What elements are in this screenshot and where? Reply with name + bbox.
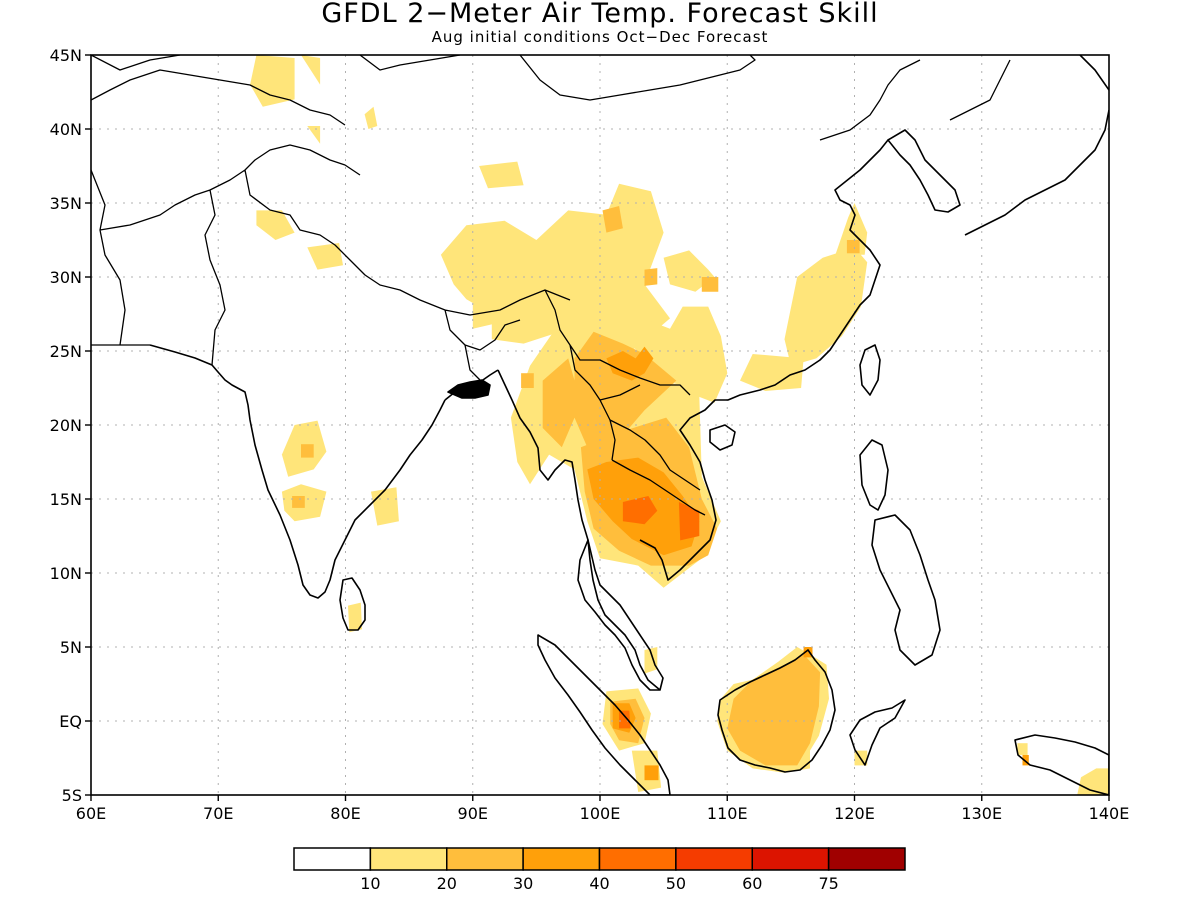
sri-lanka-coastline: [339, 577, 366, 631]
skill-region-32: [521, 373, 534, 388]
y-tick-label: 35N: [50, 194, 82, 213]
japan-coastline: [964, 55, 1109, 236]
colorbar-swatch: [369, 847, 448, 871]
new-guinea-coastline: [1014, 734, 1109, 795]
skill-region-10: [631, 306, 728, 403]
colorbar: 10 20 30 40 50 60 75: [293, 847, 906, 893]
colorbar-label: 50: [666, 874, 686, 893]
indochina-coastline: [639, 139, 889, 581]
colorbar-label: 20: [437, 874, 457, 893]
colorbar-swatch: [675, 847, 753, 871]
x-tick-label: 140E: [1089, 804, 1130, 823]
x-tick-label: 100E: [580, 804, 621, 823]
skill-region-2: [364, 106, 378, 129]
skill-region-31: [846, 240, 860, 254]
gridlines: [91, 55, 1109, 795]
skill-region-33: [542, 358, 581, 448]
map-subtitle: Aug initial conditions Oct−Dec Forecast: [431, 28, 769, 46]
y-tick-label: 30N: [50, 268, 82, 287]
axis-ticks: 60E 70E 80E 90E 100E 110E 120E 130E 140E 45N 40N 35…: [50, 46, 1130, 823]
colorbar-label: 40: [589, 874, 609, 893]
y-tick-label: 45N: [50, 46, 82, 65]
colorbar-swatch: [827, 847, 906, 871]
y-tick-label: 5N: [60, 638, 82, 657]
y-tick-label: 20N: [50, 416, 82, 435]
y-tick-label: EQ: [59, 712, 82, 731]
philippines-coastline: [859, 439, 941, 666]
borneo-coastline: [717, 649, 836, 773]
colorbar-label: 75: [818, 874, 838, 893]
skill-region-8: [472, 274, 505, 329]
y-tick-label: 5S: [62, 786, 82, 805]
taiwan-coastline: [859, 344, 881, 396]
skill-region-44: [622, 496, 658, 525]
india-coastline: [149, 344, 446, 599]
colorbar-swatch: [446, 847, 524, 871]
skill-region-27: [292, 496, 305, 508]
skill-region-30: [701, 277, 719, 292]
skill-region-6: [479, 161, 524, 189]
coastlines-and-borders: [91, 55, 1109, 795]
skill-region-29: [644, 268, 658, 286]
colorbar-swatch: [598, 847, 677, 871]
skill-region-26: [301, 444, 314, 458]
colorbar-label: 60: [742, 874, 762, 893]
skill-region-12: [740, 354, 804, 391]
colorbar-swatch: [751, 847, 830, 871]
x-tick-label: 80E: [330, 804, 360, 823]
colorbar-label: 30: [513, 874, 533, 893]
myanmar-coastline: [497, 369, 661, 691]
sumatra-coastline: [537, 634, 671, 795]
map-title: GFDL 2−Meter Air Temp. Forecast Skill: [321, 0, 879, 29]
x-tick-label: 70E: [203, 804, 233, 823]
x-tick-label: 130E: [961, 804, 1002, 823]
korea-coastline: [887, 129, 961, 213]
bengal-delta: [447, 379, 491, 399]
skill-region-28: [602, 206, 623, 233]
colorbar-swatch: [522, 847, 601, 871]
skill-region-42: [644, 765, 659, 781]
y-tick-label: 40N: [50, 120, 82, 139]
skill-region-4: [256, 210, 295, 240]
x-tick-label: 120E: [834, 804, 875, 823]
skill-region-19: [644, 647, 658, 674]
hainan-coastline: [709, 424, 736, 451]
colorbar-swatch: [293, 847, 372, 871]
y-tick-label: 15N: [50, 490, 82, 509]
sulawesi-coastline: [849, 699, 906, 766]
x-tick-label: 60E: [76, 804, 106, 823]
skill-region-41: [803, 647, 813, 658]
skill-region-11: [663, 250, 715, 292]
skill-region-13: [784, 247, 868, 366]
skill-region-5: [307, 243, 343, 270]
y-tick-label: 10N: [50, 564, 82, 583]
y-tick-label: 25N: [50, 342, 82, 361]
skill-region-46: [619, 710, 631, 729]
skill-region-45: [678, 502, 700, 541]
skill-region-0: [250, 55, 295, 107]
skill-region-18: [348, 602, 362, 633]
colorbar-label: 10: [360, 874, 380, 893]
x-tick-label: 110E: [707, 804, 748, 823]
skill-region-38: [606, 346, 654, 381]
skill-region-25: [1017, 743, 1028, 755]
skill-region-1: [301, 55, 321, 85]
country-borders: [91, 55, 1011, 516]
malay-peninsula: [577, 539, 664, 691]
skill-region-3: [307, 126, 321, 144]
x-tick-label: 90E: [458, 804, 488, 823]
